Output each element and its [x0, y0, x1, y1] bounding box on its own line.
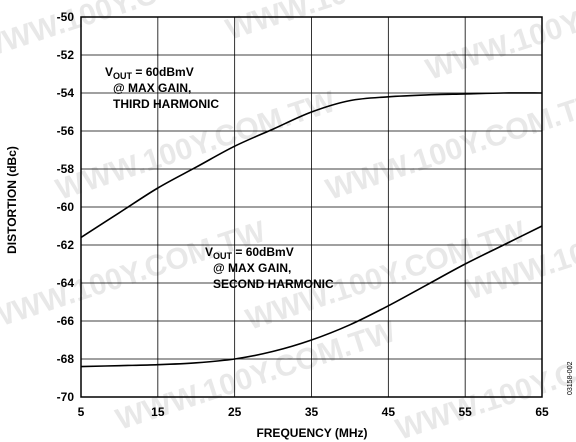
y-tick-label: -60: [57, 200, 75, 214]
x-tick-label: 15: [151, 405, 165, 419]
annotation-harmonic: THIRD HARMONIC: [113, 97, 219, 111]
annotation-second-harmonic: VOUT = 60dBmV @ MAX GAIN, SECOND HARMONI…: [205, 245, 334, 291]
plot-frame: [80, 16, 543, 398]
x-axis-title: FREQUENCY (MHz): [256, 426, 367, 440]
y-tick-label: -54: [57, 86, 75, 100]
annotation-harmonic: SECOND HARMONIC: [213, 277, 334, 291]
annotation-value: = 60dBmV: [232, 245, 294, 259]
x-tick-label: 35: [305, 405, 319, 419]
y-tick-label: -56: [57, 124, 75, 138]
annotation-subscript-out: OUT: [213, 251, 233, 261]
y-tick-label: -58: [57, 162, 75, 176]
y-tick-label: -50: [57, 10, 75, 24]
annotation-gain: @ MAX GAIN,: [213, 261, 291, 275]
annotation-third-harmonic: VOUT = 60dBmV @ MAX GAIN, THIRD HARMONIC: [105, 65, 219, 111]
watermark-text: WWW.100Y.COM.TW: [392, 325, 576, 442]
annotation-subscript-out: OUT: [113, 71, 133, 81]
watermark-text: WWW.100Y.COM.TW: [422, 0, 576, 87]
figure-id: 03158-002: [567, 361, 574, 395]
x-tick-label: 5: [78, 405, 85, 419]
y-axis-title: DISTORTION (dBc): [5, 146, 19, 254]
annotation-gain: @ MAX GAIN,: [113, 81, 191, 95]
y-tick-label: -68: [57, 352, 75, 366]
series-layer: [80, 92, 543, 368]
y-tick-label: -62: [57, 238, 75, 252]
watermark-text: WWW.100Y.COM.TW: [322, 85, 576, 207]
watermark-text: WWW.100Y.COM.TW: [0, 0, 260, 67]
series-line-third-harmonic: [80, 92, 543, 239]
x-tick-label: 25: [228, 405, 242, 419]
annotation-v-label: V: [205, 245, 213, 259]
x-tick-labels: 5 15 25 35 45 55 65: [78, 405, 549, 419]
annotation-v-label: V: [105, 65, 113, 79]
y-tick-labels: -50 -52 -54 -56 -58 -60 -62 -64 -66 -68 -70: [57, 10, 75, 404]
y-tick-label: -64: [57, 276, 75, 290]
series-line-second-harmonic: [80, 225, 543, 368]
watermark-text: WWW.100Y.COM.TW: [0, 215, 270, 337]
y-tick-label: -66: [57, 314, 75, 328]
y-tick-label: -52: [57, 48, 75, 62]
svg-text:VOUT = 60dBmV: VOUT = 60dBmV: [105, 65, 194, 81]
x-tick-label: 65: [535, 405, 549, 419]
y-tick-label: -70: [57, 390, 75, 404]
svg-text:VOUT = 60dBmV: VOUT = 60dBmV: [205, 245, 294, 261]
x-tick-label: 55: [458, 405, 472, 419]
annotation-value: = 60dBmV: [132, 65, 194, 79]
x-tick-label: 45: [382, 405, 396, 419]
